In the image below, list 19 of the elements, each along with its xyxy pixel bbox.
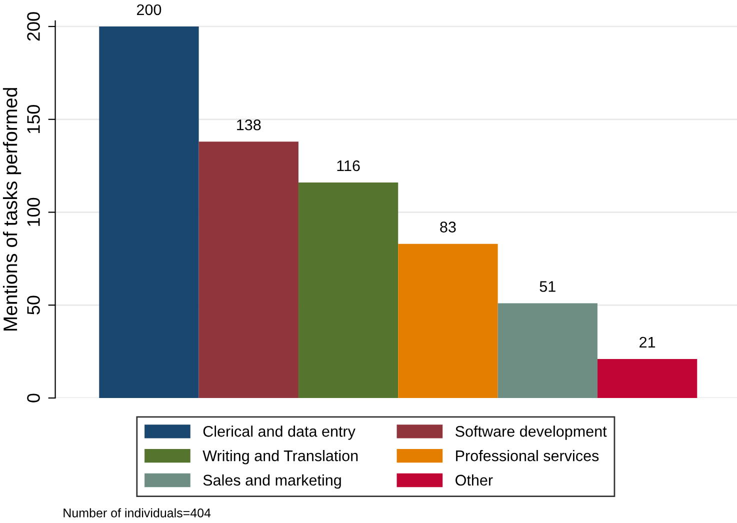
y-tick-label: 200 — [27, 12, 40, 41]
data-label: 116 — [337, 160, 360, 172]
legend-label: Clerical and data entry — [203, 426, 356, 440]
y-tick-label: 100 — [27, 198, 40, 226]
data-label: 51 — [540, 281, 556, 292]
y-tick-label: 150 — [27, 105, 40, 134]
y-tick-label: 50 — [27, 296, 40, 314]
y-axis-title: Mentions of tasks performed — [2, 88, 22, 331]
y-tick-label: 0 — [27, 394, 40, 402]
text: Number of individuals=404 — [64, 508, 211, 518]
data-label: 21 — [640, 336, 656, 348]
data-label: 138 — [237, 119, 261, 130]
legend-label: Other — [456, 474, 493, 486]
legend-label: Software development — [456, 426, 607, 440]
legend-label: Sales and marketing — [203, 474, 341, 489]
data-label: 83 — [440, 222, 456, 232]
legend-label: Professional services — [456, 450, 599, 462]
legend-label: Writing and Translation — [202, 450, 358, 464]
data-label: 200 — [136, 4, 162, 16]
